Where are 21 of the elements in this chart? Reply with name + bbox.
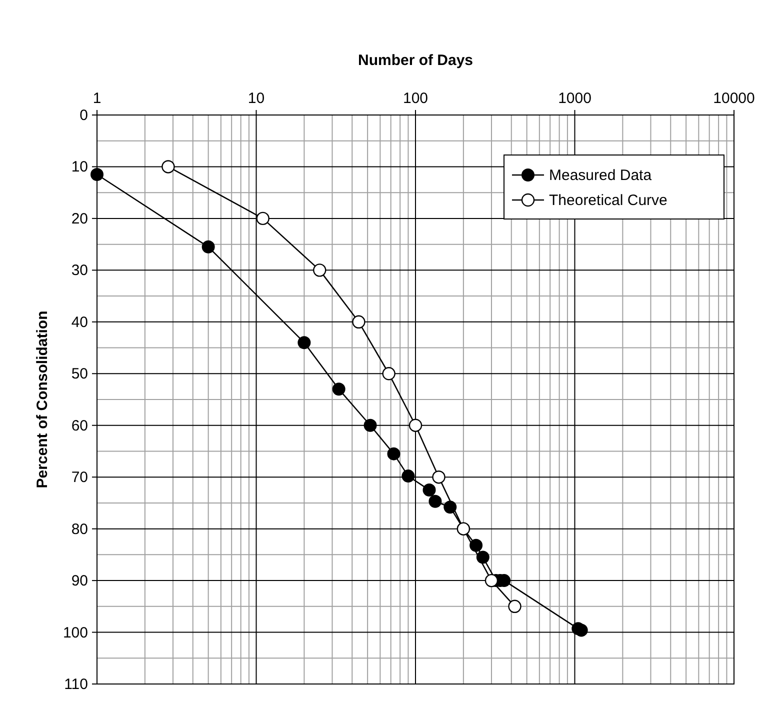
legend-label: Measured Data [549,167,652,184]
y-tick-label: 40 [71,314,88,331]
x-axis-title: Number of Days [358,52,474,69]
y-tick-label: 0 [80,107,88,124]
y-tick-label: 80 [71,520,88,538]
x-tick-label: 100 [402,90,428,107]
y-tick-label: 70 [71,469,88,486]
x-tick-label: 1000 [558,90,592,107]
y-tick-label: 90 [71,572,88,590]
legend-label: Theoretical Curve [549,192,668,209]
x-tick-label: 1 [92,90,102,107]
y-tick-label: 10 [71,158,88,176]
y-axis-title: Percent of Consolidation [34,310,51,488]
x-tick-label: 10000 [713,90,755,107]
y-tick-label: 110 [64,676,88,693]
y-tick-label: 20 [71,210,88,228]
y-tick-label: 50 [71,366,88,383]
y-tick-label: 30 [71,262,88,280]
y-tick-label: 100 [62,624,88,642]
y-tick-label: 60 [71,417,88,434]
x-tick-label: 10 [248,90,265,107]
